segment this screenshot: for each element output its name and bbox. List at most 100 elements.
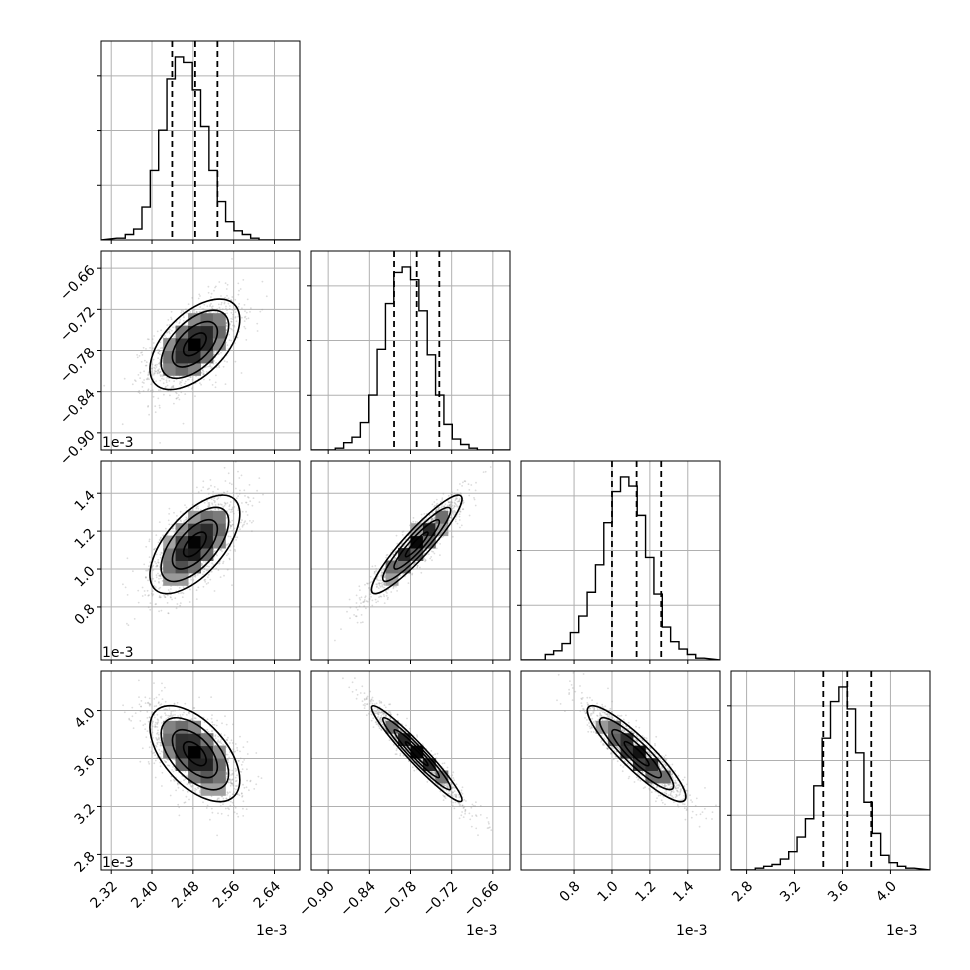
sample-point [158, 596, 161, 599]
sample-point [435, 498, 438, 501]
sample-point [234, 536, 237, 538]
sample-point [225, 288, 228, 290]
sample-point [394, 557, 396, 560]
sample-point [138, 355, 141, 357]
sample-point [209, 578, 212, 581]
sample-point [145, 361, 148, 364]
sample-point [158, 701, 160, 704]
sample-point [436, 502, 439, 505]
sample-point [396, 590, 398, 592]
sample-point [374, 565, 377, 567]
sample-point [233, 308, 235, 311]
sample-point [458, 499, 461, 501]
sample-point [158, 349, 161, 352]
sample-point [380, 582, 383, 585]
sample-point [150, 592, 153, 595]
sample-point [228, 505, 231, 508]
sample-point [184, 393, 187, 395]
sample-point [126, 622, 128, 625]
sample-point [149, 602, 152, 604]
sample-point [259, 310, 262, 313]
sample-point [231, 523, 234, 526]
sample-point [150, 383, 153, 386]
sample-point [449, 516, 452, 519]
sample-point [165, 527, 167, 530]
sample-point [248, 484, 251, 486]
sample-point [211, 721, 214, 724]
sample-point [449, 502, 452, 504]
sample-point [409, 524, 411, 527]
sample-point [386, 553, 389, 556]
sample-point [170, 712, 173, 715]
sample-point [174, 714, 176, 716]
sample-point [238, 477, 241, 479]
sample-point [383, 568, 386, 570]
sample-point [159, 575, 162, 577]
sample-point [376, 583, 378, 586]
sample-point [437, 506, 440, 509]
sample-point [431, 559, 433, 562]
sample-point [448, 504, 451, 507]
sample-point [412, 517, 415, 519]
sample-point [199, 509, 202, 511]
sample-point [154, 776, 157, 779]
sample-point [167, 589, 170, 591]
y-tick-label: 1.4 [72, 487, 99, 514]
sample-point [173, 531, 176, 533]
sample-point [190, 785, 192, 787]
sample-point [200, 371, 203, 374]
sample-point [195, 311, 198, 313]
sample-point [206, 500, 209, 502]
sample-point [435, 509, 437, 511]
sample-point [439, 543, 441, 545]
sample-point [223, 501, 226, 504]
sample-point [219, 308, 222, 311]
sample-point [155, 562, 158, 565]
sample-point [451, 507, 454, 510]
sample-point [454, 518, 457, 521]
panel-frame [310, 250, 511, 451]
sample-point [356, 621, 359, 624]
sample-point [234, 298, 237, 301]
sample-point [430, 556, 433, 558]
sample-point [358, 597, 361, 599]
sample-point [124, 586, 127, 589]
sample-point [376, 579, 379, 581]
sample-point [169, 394, 171, 397]
sample-point [170, 596, 172, 599]
sample-point [459, 510, 462, 513]
sample-point [158, 574, 161, 577]
sample-point [414, 521, 417, 523]
sample-point [474, 504, 477, 507]
sample-point [455, 497, 457, 499]
sample-point [237, 509, 240, 512]
sample-point [369, 589, 371, 591]
sample-point [230, 525, 233, 528]
sample-point [230, 483, 233, 486]
sample-point [463, 480, 466, 482]
sample-point [161, 377, 163, 380]
sample-point [375, 570, 377, 572]
sample-point [482, 471, 485, 473]
sample-point [420, 513, 423, 516]
sample-point [216, 498, 219, 501]
sample-point [159, 739, 162, 742]
sample-point [217, 503, 220, 506]
sample-point [224, 296, 227, 299]
sample-point [243, 316, 246, 319]
sample-point [149, 389, 152, 392]
sample-point [209, 365, 212, 368]
sample-point [178, 398, 181, 401]
sample-point [147, 594, 150, 597]
sample-point [160, 536, 162, 539]
sample-point [121, 423, 124, 426]
sample-point [235, 320, 238, 323]
sample-point [167, 612, 170, 615]
sample-point [166, 384, 169, 387]
sample-point [156, 731, 159, 734]
sample-point [462, 481, 464, 484]
sample-point [147, 405, 150, 407]
sample-point [237, 315, 240, 318]
sample-point [146, 569, 149, 572]
sample-point [136, 354, 139, 356]
